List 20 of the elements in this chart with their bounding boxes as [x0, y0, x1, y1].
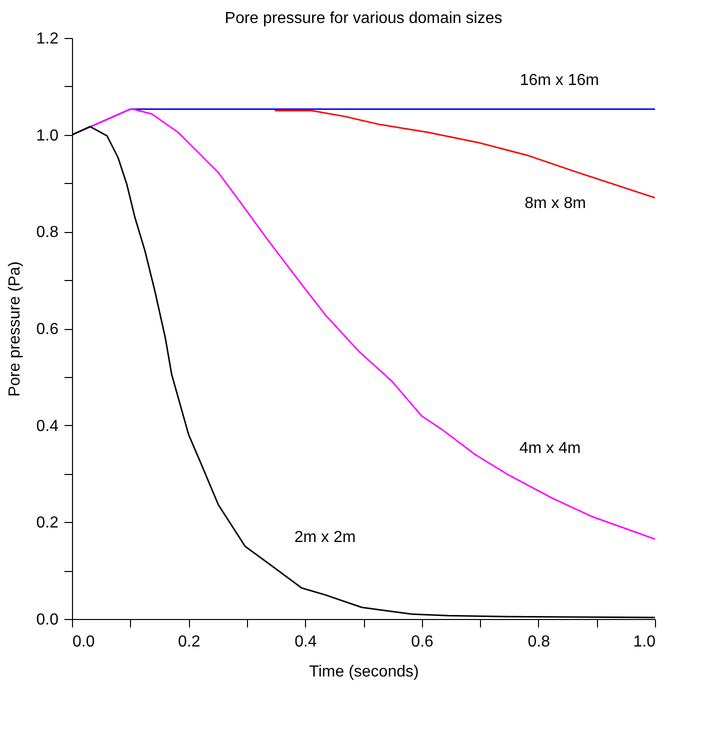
series-label: 2m x 2m — [294, 528, 356, 546]
y-tick-label: 1.2 — [36, 30, 59, 48]
x-tick-label: 0.0 — [72, 634, 95, 650]
y-tick-label: 0.6 — [36, 321, 59, 338]
y-tick-label: 0.0 — [36, 612, 59, 628]
y-axis-title: Pore pressure (Pa) — [6, 261, 24, 397]
x-tick-label: 0.2 — [178, 634, 200, 650]
series-label: 8m x 8m — [524, 194, 586, 212]
x-axis-title: Time (seconds) — [309, 664, 419, 680]
y-tick-label: 0.2 — [36, 514, 59, 532]
x-tick-label: 1.0 — [633, 634, 656, 650]
y-tick-label: 0.4 — [36, 418, 59, 435]
series-label: 16m x 16m — [520, 72, 599, 90]
x-tick-label: 0.6 — [411, 634, 434, 650]
series-label: 4m x 4m — [519, 440, 581, 458]
chart-title: Pore pressure for various domain sizes — [224, 10, 502, 27]
x-tick-label: 0.4 — [294, 634, 317, 650]
y-tick-label: 1.0 — [36, 127, 59, 144]
x-tick-label: 0.8 — [528, 634, 550, 650]
y-tick-label: 0.8 — [36, 224, 59, 242]
